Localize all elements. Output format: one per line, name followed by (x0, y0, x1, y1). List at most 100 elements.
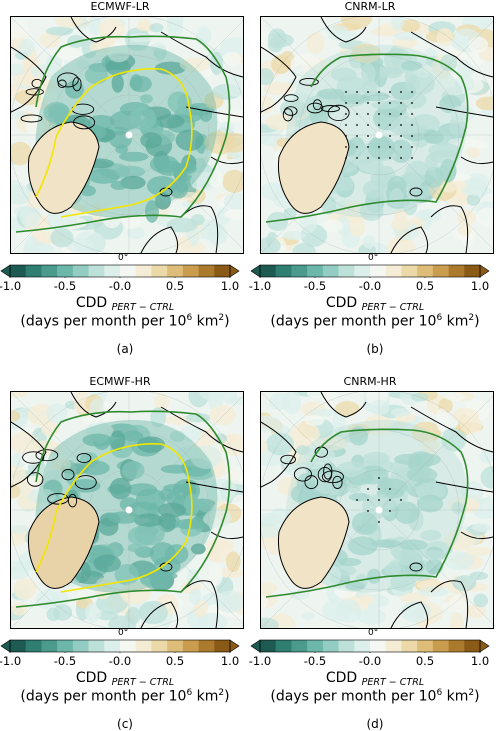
cdd-text: CDD (75, 670, 108, 686)
colorbar-tick-label: 1.0 (220, 654, 240, 668)
colorbar-label: CDD PERT − CTRL (250, 295, 500, 313)
colorbar-tick-label: -1.0 (248, 654, 272, 668)
polar-map (10, 16, 244, 254)
colorbar-segment (432, 640, 449, 652)
colorbar-label: CDD PERT − CTRL (250, 670, 500, 688)
units-exponent: 6 (186, 688, 193, 698)
colorbar-segment (198, 640, 215, 652)
units-exponent: 6 (436, 688, 443, 698)
panel-title: CNRM-HR (343, 375, 397, 388)
panel-a: ECMWF-LR 0° -1.0 -0.5 -0.0 0.5 1.0 CDD PERT − C… (0, 0, 244, 356)
colorbar-segment (338, 265, 355, 277)
colorbar-segment (104, 640, 121, 652)
colorbar-segment (260, 265, 277, 277)
units-label: (days per month per 106 km2) (250, 313, 500, 330)
cdd-text: CDD (325, 670, 358, 686)
polar-map (260, 16, 494, 254)
units-close: ) (474, 313, 480, 330)
longitude-label: 0° (118, 253, 129, 263)
panel-letter: (d) (366, 717, 384, 731)
colorbar-segment (167, 265, 184, 277)
colorbar-segment (322, 640, 339, 652)
units-close: ) (224, 313, 230, 330)
units-suffix: km (192, 688, 219, 705)
colorbar-label: CDD PERT − CTRL (0, 295, 250, 313)
colorbar-tick-label: 0.5 (165, 279, 185, 293)
units-exponent: 6 (436, 313, 443, 323)
panel-d: CNRM-HR 0° -1.0 -0.5 -0.0 0.5 1.0 CDD PERT − CT… (248, 375, 494, 731)
colorbar-tick-label: 0.5 (165, 654, 185, 668)
colorbar-tick-label: 1.0 (470, 279, 490, 293)
colorbar-segment (41, 265, 58, 277)
colorbar-segment (198, 265, 215, 277)
colorbar-tick-label: -0.5 (53, 279, 77, 293)
colorbar-segment (385, 640, 402, 652)
colorbar-segment (307, 265, 324, 277)
cdd-text: CDD (325, 295, 358, 311)
colorbar-segment (275, 640, 292, 652)
units-close: ) (224, 688, 230, 705)
colorbar-segment (182, 265, 199, 277)
colorbar-segment (291, 640, 308, 652)
colorbar (0, 638, 240, 655)
colorbar-tick-label: -0.5 (303, 654, 327, 668)
units-prefix: (days per month per 10 (270, 688, 437, 705)
colorbar-segment (385, 265, 402, 277)
colorbar (250, 638, 490, 655)
colorbar-label: CDD PERT − CTRL (0, 670, 250, 688)
colorbar-tick-label: -0.0 (108, 279, 132, 293)
panel-c: ECMWF-HR 0° -1.0 -0.5 -0.0 0.5 1.0 CDD PERT − C… (0, 375, 244, 731)
colorbar (250, 263, 490, 280)
cdd-subscript: PERT − CTRL (361, 677, 425, 688)
colorbar-segment (338, 640, 355, 652)
colorbar-tick-label: -0.0 (358, 279, 382, 293)
longitude-label: 0° (368, 253, 379, 263)
colorbar-ticks: -1.0 -0.5 -0.0 0.5 1.0 (248, 654, 490, 668)
units-exponent-2: 2 (218, 688, 225, 698)
units-suffix: km (442, 688, 469, 705)
colorbar-tick-label: -1.0 (0, 654, 22, 668)
colorbar-ticks: -1.0 -0.5 -0.0 0.5 1.0 (0, 279, 240, 293)
colorbar-segment (135, 265, 152, 277)
colorbar-segment (448, 640, 465, 652)
units-exponent: 6 (186, 313, 193, 323)
units-suffix: km (192, 313, 219, 330)
units-prefix: (days per month per 10 (20, 688, 187, 705)
cdd-subscript: PERT − CTRL (361, 302, 425, 313)
cdd-subscript: PERT − CTRL (111, 677, 175, 688)
colorbar-segment (214, 640, 231, 652)
colorbar-segment (448, 265, 465, 277)
panel-letter: (a) (116, 342, 134, 356)
units-label: (days per month per 106 km2) (250, 688, 500, 705)
units-label: (days per month per 106 km2) (0, 313, 250, 330)
colorbar-tick-label: -0.5 (53, 654, 77, 668)
colorbar-segment (72, 640, 89, 652)
colorbar-segment (260, 640, 277, 652)
panel-b: CNRM-LR 0° -1.0 -0.5 -0.0 0.5 1.0 CDD PERT − CT… (248, 0, 494, 356)
colorbar-segment (307, 640, 324, 652)
colorbar-segment (275, 265, 292, 277)
colorbar-segment (57, 265, 74, 277)
colorbar-segment (10, 640, 27, 652)
colorbar-segment (120, 640, 137, 652)
colorbar-segment (25, 265, 42, 277)
colorbar-segment (322, 265, 339, 277)
colorbar-tick-label: -0.0 (108, 654, 132, 668)
cdd-text: CDD (75, 295, 108, 311)
polar-map (260, 391, 494, 629)
units-prefix: (days per month per 10 (270, 313, 437, 330)
panel-title: CNRM-LR (344, 0, 396, 13)
colorbar-tick-label: -1.0 (248, 279, 272, 293)
colorbar-segment (167, 640, 184, 652)
colorbar-segment (120, 265, 137, 277)
colorbar-segment (25, 640, 42, 652)
colorbar-segment (151, 640, 168, 652)
colorbar-segment (214, 265, 231, 277)
colorbar-segment (370, 640, 387, 652)
colorbar-segment (10, 265, 27, 277)
colorbar (0, 263, 240, 280)
colorbar-segment (88, 640, 105, 652)
colorbar-segment (417, 265, 434, 277)
colorbar-segment (291, 265, 308, 277)
longitude-label: 0° (118, 628, 129, 638)
